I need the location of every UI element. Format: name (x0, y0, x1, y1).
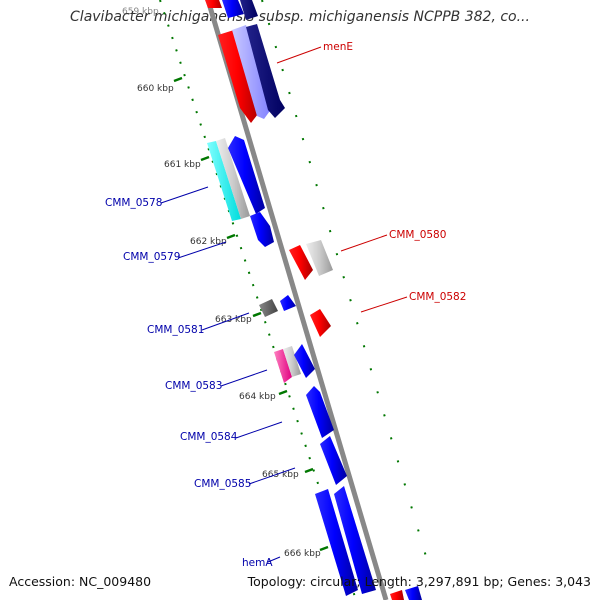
gene-label-hemA[interactable]: hemA (242, 557, 273, 569)
gene-label-cmm0583[interactable]: CMM_0583 (165, 380, 222, 392)
gene-top-navy-b[interactable] (240, 0, 258, 20)
kbp-label-665: 665 kbp (262, 470, 299, 480)
gene-cmm0578-gray[interactable] (216, 138, 250, 219)
kbp-tick-marks (173, 76, 329, 552)
gene-label-cmm0579[interactable]: CMM_0579 (123, 251, 180, 263)
gene-label-cmm0585[interactable]: CMM_0585 (194, 478, 251, 490)
kbp-label-660: 660 kbp (137, 84, 174, 94)
gene-menE[interactable] (218, 30, 261, 123)
kbp-label-663: 663 kbp (215, 315, 252, 325)
outer-dotted-ring (261, 0, 431, 571)
gene-label-cmm0581[interactable]: CMM_0581 (147, 324, 204, 336)
gene-cmm0578-cyan[interactable] (207, 141, 241, 221)
gene-label-cmm0580[interactable]: CMM_0580 (389, 229, 446, 241)
gene-label-cmm0582[interactable]: CMM_0582 (409, 291, 466, 303)
accession-text: Accession: NC_009480 (9, 574, 152, 589)
inner-dotted-ring (159, 0, 357, 600)
gene-cmm0583-mag[interactable] (274, 349, 292, 383)
gene-hemA-right[interactable] (334, 486, 376, 594)
gene-label-cmm0578[interactable]: CMM_0578 (105, 197, 162, 209)
kbp-label-666: 666 kbp (284, 549, 321, 559)
gene-cmm0579[interactable] (250, 212, 274, 247)
kbp-label-659: 659 kbp (122, 7, 159, 17)
gene-label-menE[interactable]: menE (323, 41, 353, 53)
gene-cmm0583-gray[interactable] (283, 346, 301, 377)
gene-cmm0584[interactable] (306, 386, 334, 438)
gene-navy-a[interactable] (246, 24, 285, 118)
gene-cmm0585[interactable] (320, 436, 347, 485)
gene-hemA-left[interactable] (315, 489, 358, 596)
gene-top-blue-a[interactable] (222, 0, 244, 18)
gene-cmm0581[interactable] (259, 299, 278, 317)
gene-cmm0583-blue[interactable] (294, 344, 315, 378)
gene-bottom-blue[interactable] (405, 586, 422, 600)
gene-cmm0581-blue[interactable] (280, 295, 296, 311)
gene-lav-a[interactable] (232, 25, 272, 119)
gene-cmm0578-blue[interactable] (228, 136, 265, 214)
kbp-label-661: 661 kbp (164, 160, 201, 170)
gene-cmm0580-red[interactable] (289, 245, 313, 280)
gene-cmm0580-gray[interactable] (306, 240, 333, 276)
gene-bottom-red[interactable] (390, 590, 404, 600)
gene-label-cmm0584[interactable]: CMM_0584 (180, 431, 238, 443)
label-leader-lines (160, 46, 408, 563)
gene-top-red-a[interactable] (205, 0, 222, 8)
kbp-label-664: 664 kbp (239, 392, 276, 402)
kbp-label-662: 662 kbp (190, 237, 227, 247)
genome-stats-text: Topology: circular; Length: 3,297,891 bp… (247, 574, 591, 589)
map-title: Clavibacter michiganensis subsp. michiga… (70, 9, 530, 25)
gene-cmm0582[interactable] (310, 309, 331, 337)
